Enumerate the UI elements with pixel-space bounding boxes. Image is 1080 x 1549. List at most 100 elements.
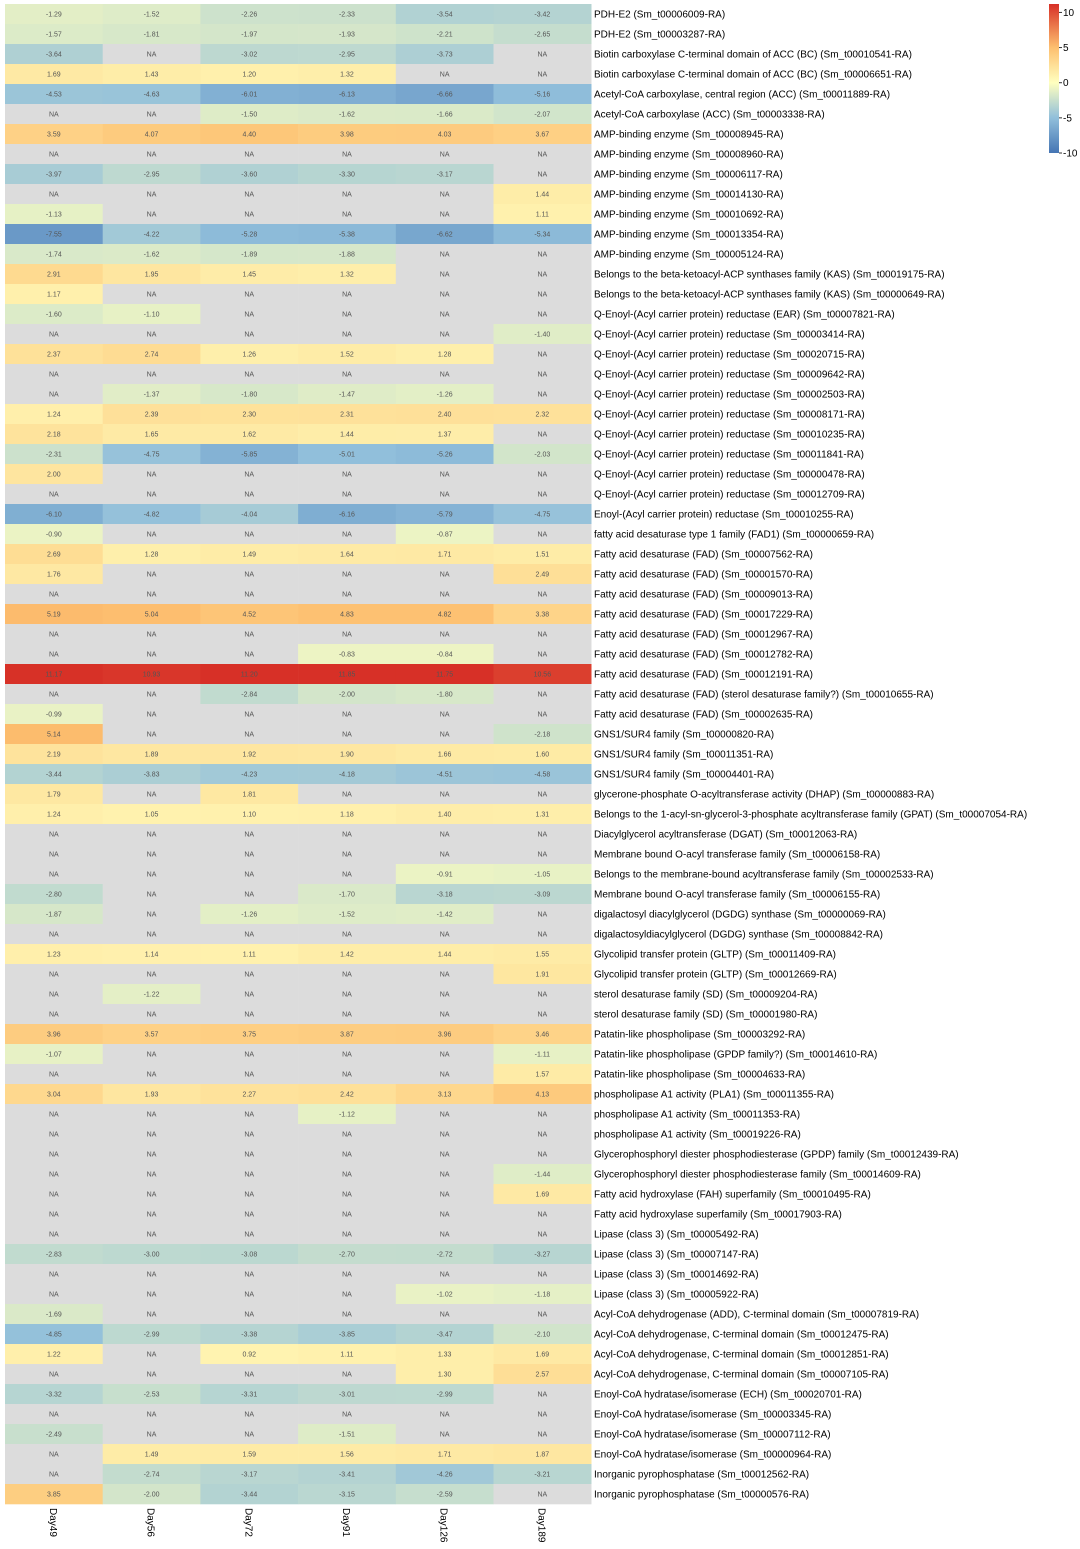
cell-value-label: 1.89 [145,752,159,759]
cell-value-label: 2.30 [242,412,256,419]
cell-value-label: NA [244,372,254,379]
heatmap-cell [200,724,299,745]
heatmap-cell [395,484,494,505]
heatmap-cell [298,224,397,245]
cell-value-label: -2.07 [534,112,550,119]
column-label: Day49 [47,1508,58,1537]
cell-value-label: 3.75 [242,1032,256,1039]
cell-value-label: 1.43 [145,72,159,79]
heatmap-cell [5,544,103,565]
cell-value-label: -4.75 [534,512,550,519]
cell-value-label: -1.97 [241,32,257,39]
heatmap-cell [5,1124,103,1145]
cell-value-label: NA [440,732,450,739]
cell-value-label: NA [537,632,547,639]
heatmap-cell [200,1004,299,1025]
heatmap-cell [5,1444,103,1465]
cell-value-label: 1.64 [340,552,354,559]
cell-value-label: NA [440,572,450,579]
cell-value-label: 1.69 [536,1352,550,1359]
row-label: phospholipase A1 activity (Sm_t00011353-… [594,1110,800,1121]
heatmap-cell [200,1024,299,1045]
cell-value-label: NA [537,1232,547,1239]
cell-value-label: NA [342,1232,352,1239]
row-label: Acyl-CoA dehydrogenase, C-terminal domai… [594,1350,889,1361]
cell-value-label: -3.02 [241,52,257,59]
row-label: Q-Enoyl-(Acyl carrier protein) reductase… [594,350,865,361]
heatmap-cell [5,424,103,445]
cell-value-label: -4.82 [144,512,160,519]
heatmap-cell [5,564,103,585]
heatmap-cell [395,264,494,285]
column-label: Day189 [535,1508,546,1543]
cell-value-label: -1.89 [241,252,257,259]
cell-value-label: NA [440,372,450,379]
cell-value-label: NA [342,872,352,879]
heatmap-cell [395,144,494,165]
cell-value-label: 1.69 [536,1192,550,1199]
heatmap-cell [298,244,397,265]
heatmap-cell [493,1364,592,1385]
cell-value-label: -1.62 [339,112,355,119]
cell-value-label: NA [49,492,59,499]
cell-value-label: NA [440,1192,450,1199]
cell-value-label: 1.76 [47,572,61,579]
heatmap-cell [493,284,592,305]
cell-value-label: NA [537,592,547,599]
cell-value-label: 1.24 [47,812,61,819]
heatmap-cell [5,824,103,845]
cell-value-label: -4.51 [437,772,453,779]
cell-value-label: 5.04 [145,612,159,619]
heatmap-cell [298,564,397,585]
heatmap-cell [298,884,397,905]
cell-value-label: NA [440,192,450,199]
cell-value-label: NA [49,1472,59,1479]
heatmap-cell [102,984,201,1005]
row-label: Fatty acid desaturase (FAD) (Sm_t0001296… [594,630,813,641]
cell-value-label: NA [342,992,352,999]
heatmap-cell [5,1244,103,1265]
heatmap-cell [200,664,299,685]
heatmap-cell [395,844,494,865]
cell-value-label: NA [342,832,352,839]
cell-value-label: -3.64 [46,52,62,59]
heatmap-cell [298,1004,397,1025]
cell-value-label: 2.40 [438,412,452,419]
heatmap-cell [395,1124,494,1145]
heatmap-cell [200,704,299,725]
heatmap-cell [200,1304,299,1325]
heatmap-cell [395,784,494,805]
cell-value-label: NA [440,1132,450,1139]
heatmap-cell [298,1044,397,1065]
heatmap-cell [5,404,103,425]
cell-value-label: NA [244,212,254,219]
heatmap-cell [102,1404,201,1425]
heatmap-cell [102,1284,201,1305]
heatmap-cell [493,1224,592,1245]
cell-value-label: 1.11 [340,1352,353,1359]
cell-value-label: -3.21 [534,1472,550,1479]
cell-value-label: -4.23 [241,772,257,779]
cell-value-label: NA [342,632,352,639]
heatmap-cell [5,624,103,645]
cell-value-label: NA [244,1192,254,1199]
heatmap-cell [5,1144,103,1165]
heatmap-cell [493,344,592,365]
cell-value-label: NA [147,652,157,659]
row-label: Enoyl-CoA hydratase/isomerase (Sm_t00007… [594,1430,831,1441]
heatmap-cell [102,964,201,985]
cell-value-label: -5.34 [534,232,550,239]
cell-value-label: -3.32 [46,1392,62,1399]
heatmap-cell [200,124,299,145]
cell-value-label: NA [244,652,254,659]
row-label: AMP-binding enzyme (Sm_t00006117-RA) [594,170,783,181]
row-label: Q-Enoyl-(Acyl carrier protein) reductase… [594,450,864,461]
heatmap-cell [298,164,397,185]
heatmap-cell [200,144,299,165]
heatmap-cell [395,664,494,685]
cell-value-label: -2.70 [339,1252,355,1259]
heatmap-cell [493,1064,592,1085]
heatmap-cell [5,444,103,465]
heatmap-cell [298,1304,397,1325]
cell-value-label: 1.05 [145,812,159,819]
